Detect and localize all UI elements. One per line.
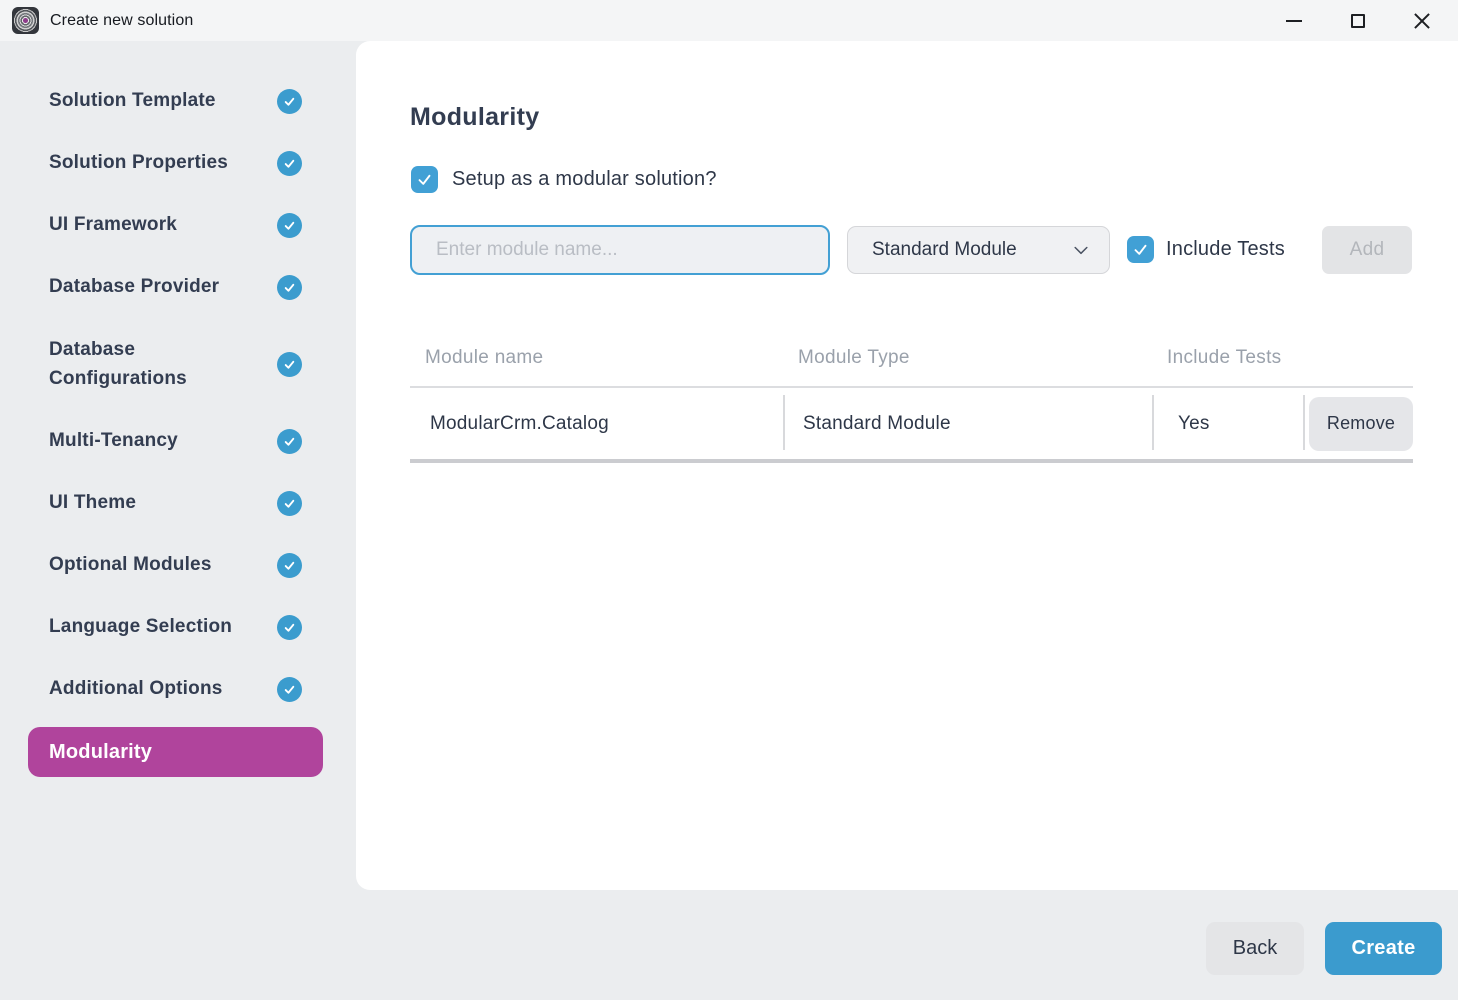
maximize-icon — [1351, 13, 1365, 28]
sidebar-item-database-configurations[interactable]: Database Configurations — [28, 318, 323, 410]
sidebar-item-multi-tenancy[interactable]: Multi-Tenancy — [28, 410, 323, 472]
sidebar-item-label: Database Configurations — [49, 338, 187, 389]
cell-actions: Remove — [1303, 388, 1413, 459]
minimize-icon — [1286, 19, 1302, 22]
sidebar-item-modularity[interactable]: Modularity — [28, 727, 323, 777]
include-tests-label: Include Tests — [1166, 238, 1285, 260]
checkmark-icon — [1134, 244, 1147, 255]
close-icon — [1413, 12, 1431, 30]
window-controls — [1262, 0, 1454, 41]
checkmark-icon — [418, 174, 431, 185]
sidebar-item-label: Multi-Tenancy — [49, 430, 178, 452]
titlebar: Create new solution — [0, 0, 1458, 41]
remove-button[interactable]: Remove — [1309, 396, 1413, 451]
step-complete-check-icon — [277, 552, 302, 578]
table-header-row: Module name Module Type Include Tests — [410, 347, 1413, 388]
sidebar-item-label: Modularity — [49, 740, 153, 763]
sidebar-item-label: Additional Options — [49, 678, 223, 700]
sidebar-item-database-provider[interactable]: Database Provider — [28, 256, 323, 318]
step-complete-check-icon — [277, 150, 302, 176]
sidebar-item-language-selection[interactable]: Language Selection — [28, 596, 323, 658]
create-button[interactable]: Create — [1325, 922, 1442, 975]
table-bottom-divider — [410, 459, 1413, 463]
add-button[interactable]: Add — [1322, 226, 1412, 274]
step-complete-check-icon — [277, 490, 302, 516]
sidebar-item-label: Optional Modules — [49, 554, 212, 576]
column-header-module-type: Module Type — [798, 347, 910, 368]
table-row: ModularCrm.Catalog Standard Module Yes R… — [410, 388, 1413, 459]
step-complete-check-icon — [277, 274, 302, 300]
sidebar-item-additional-options[interactable]: Additional Options — [28, 658, 323, 720]
chevron-down-icon — [1071, 240, 1091, 260]
column-header-module-name: Module name — [425, 347, 544, 368]
sidebar-item-label: Solution Properties — [49, 152, 229, 174]
maximize-button[interactable] — [1326, 0, 1390, 41]
sidebar-item-label: UI Theme — [49, 492, 137, 514]
modular-solution-label: Setup as a modular solution? — [452, 168, 717, 190]
page-title: Modularity — [410, 103, 540, 131]
window-title: Create new solution — [50, 11, 194, 29]
include-tests-checkbox[interactable] — [1127, 236, 1154, 263]
close-button[interactable] — [1390, 0, 1454, 41]
step-complete-check-icon — [277, 428, 302, 454]
sidebar-item-ui-framework[interactable]: UI Framework — [28, 194, 323, 256]
step-complete-check-icon — [277, 88, 302, 114]
module-name-input[interactable] — [410, 225, 830, 275]
main-content-panel: Modularity Setup as a modular solution? … — [356, 41, 1458, 890]
modular-solution-row: Setup as a modular solution? — [411, 166, 717, 193]
back-button[interactable]: Back — [1206, 922, 1304, 975]
sidebar-item-ui-theme[interactable]: UI Theme — [28, 472, 323, 534]
cell-include-tests: Yes — [1152, 388, 1303, 459]
column-header-include-tests: Include Tests — [1167, 347, 1282, 368]
step-complete-check-icon — [277, 614, 302, 640]
modules-table: Module name Module Type Include Tests Mo… — [410, 347, 1413, 463]
module-type-select[interactable]: Standard Module — [847, 226, 1110, 274]
sidebar-item-label: Database Provider — [49, 276, 220, 298]
wizard-steps-sidebar: Solution Template Solution Properties UI… — [0, 41, 356, 1000]
minimize-button[interactable] — [1262, 0, 1326, 41]
sidebar-item-label: Language Selection — [49, 616, 233, 638]
sidebar-item-solution-template[interactable]: Solution Template — [28, 70, 323, 132]
sidebar-item-solution-properties[interactable]: Solution Properties — [28, 132, 323, 194]
app-logo-icon — [12, 7, 39, 34]
sidebar-item-label: Solution Template — [49, 90, 216, 112]
cell-module-name: ModularCrm.Catalog — [430, 412, 609, 434]
step-complete-check-icon — [277, 212, 302, 238]
sidebar-item-optional-modules[interactable]: Optional Modules — [28, 534, 323, 596]
cell-module-type: Standard Module — [783, 388, 1152, 459]
sidebar-item-label: UI Framework — [49, 214, 178, 236]
modular-solution-checkbox[interactable] — [411, 166, 438, 193]
step-complete-check-icon — [277, 676, 302, 702]
step-complete-check-icon — [277, 351, 302, 377]
module-type-selected-value: Standard Module — [872, 239, 1017, 260]
